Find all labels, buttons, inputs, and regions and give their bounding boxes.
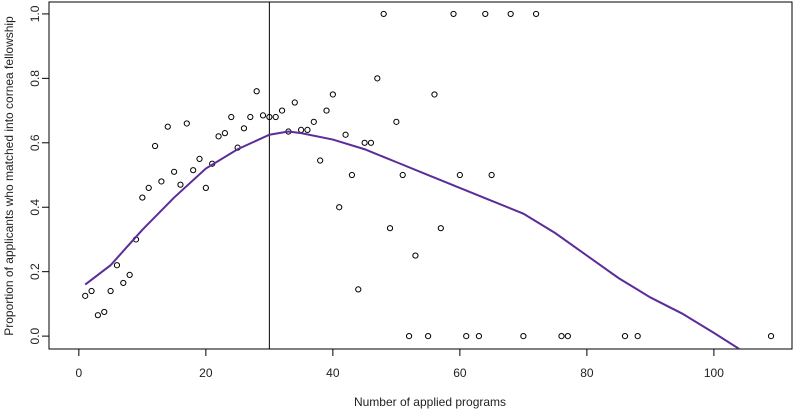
x-tick-label: 0: [76, 366, 83, 380]
data-point: [355, 286, 362, 293]
data-point: [291, 99, 298, 106]
data-point: [558, 333, 565, 340]
data-point: [412, 252, 419, 259]
data-point: [532, 10, 540, 18]
data-point: [151, 142, 159, 150]
data-point: [348, 171, 356, 179]
y-tick-label: 0.4: [28, 199, 42, 216]
data-point: [317, 157, 324, 164]
fit-line: [84, 130, 740, 349]
data-point: [380, 10, 387, 18]
data-point: [405, 333, 413, 340]
data-point: [101, 308, 108, 316]
data-point: [240, 125, 248, 132]
data-point: [164, 123, 171, 130]
x-tick-label: 40: [326, 366, 340, 380]
data-point: [463, 333, 470, 340]
data-point: [386, 225, 394, 232]
data-point: [196, 155, 203, 163]
data-point: [259, 112, 267, 119]
data-point: [82, 292, 89, 299]
data-point: [520, 333, 527, 340]
data-point: [298, 126, 305, 134]
y-tick-label: 0.8: [28, 70, 42, 87]
data-point: [482, 10, 489, 18]
y-tick-label: 1.0: [28, 5, 42, 22]
data-point: [437, 225, 444, 232]
data-point: [323, 107, 330, 114]
data-point: [183, 120, 190, 127]
data-point: [139, 194, 146, 201]
data-point: [488, 171, 495, 179]
data-point: [272, 113, 279, 121]
data-point: [621, 333, 629, 340]
data-point: [171, 168, 178, 175]
data-point: [329, 91, 336, 98]
data-point: [215, 133, 222, 140]
data-point: [145, 184, 152, 192]
data-point: [221, 130, 229, 137]
data-point: [120, 279, 127, 287]
data-point: [393, 118, 400, 125]
data-point: [266, 113, 273, 121]
data-point: [94, 312, 101, 319]
data-point: [177, 181, 184, 188]
data-point: [247, 113, 254, 121]
x-tick-label: 100: [704, 366, 724, 380]
data-point: [336, 204, 343, 211]
plot-frame: [48, 1, 793, 350]
data-point: [253, 88, 260, 95]
data-point: [564, 333, 571, 340]
y-axis-label: Proportion of applicants who matched int…: [2, 16, 16, 336]
data-point: [278, 107, 286, 114]
data-point: [634, 333, 641, 340]
data-point: [88, 287, 95, 295]
data-point: [367, 139, 375, 146]
data-point: [202, 184, 209, 192]
y-tick-label: 0.6: [28, 134, 42, 151]
x-axis-label: Number of applied programs: [354, 395, 506, 409]
data-point: [361, 139, 368, 146]
x-tick-label: 60: [453, 366, 467, 380]
data-point: [228, 113, 235, 121]
data-point: [126, 271, 133, 278]
y-tick-label: 0.0: [28, 327, 42, 344]
data-point: [431, 91, 438, 98]
data-point: [107, 287, 114, 295]
x-tick-label: 80: [580, 366, 594, 380]
data-point: [475, 333, 483, 340]
data-point: [767, 333, 775, 340]
data-point: [374, 75, 381, 82]
data-point: [425, 333, 432, 340]
data-point: [507, 10, 514, 18]
data-point: [399, 171, 406, 179]
data-point: [304, 126, 311, 134]
data-point: [190, 167, 197, 174]
data-point: [310, 118, 317, 125]
data-point: [342, 131, 349, 138]
data-point: [158, 178, 165, 185]
x-tick-label: 20: [199, 366, 213, 380]
data-point: [450, 10, 457, 18]
data-point: [113, 262, 121, 269]
y-tick-label: 0.2: [28, 263, 42, 280]
data-point: [456, 171, 463, 179]
